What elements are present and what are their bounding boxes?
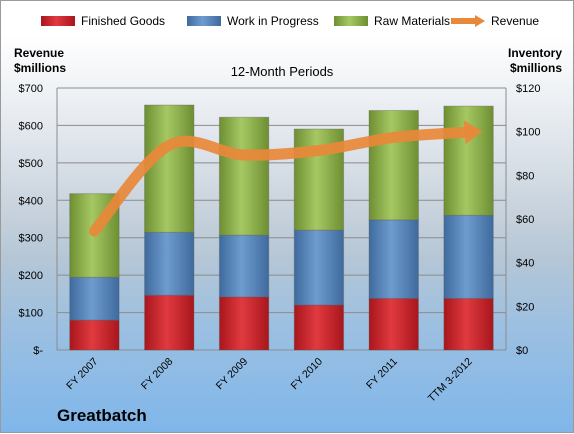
left-tick-label: $700 bbox=[19, 83, 43, 95]
right-tick-label: $40 bbox=[516, 258, 534, 270]
right-tick-label: $60 bbox=[516, 214, 534, 226]
left-tick-label: $200 bbox=[19, 270, 43, 282]
right-tick-label: $20 bbox=[516, 301, 534, 313]
bar-work-in-progress bbox=[293, 229, 345, 306]
legend-label: Raw Materials bbox=[374, 14, 450, 28]
bar-raw-materials bbox=[443, 105, 494, 216]
legend-swatch-work-in-progress bbox=[187, 16, 221, 26]
bars bbox=[69, 104, 494, 351]
bar-finished-goods bbox=[144, 294, 195, 351]
bar-finished-goods bbox=[218, 296, 270, 351]
left-axis-label-line1: Revenue bbox=[14, 46, 64, 60]
bar-finished-goods bbox=[443, 297, 494, 351]
legend-swatch-raw-materials bbox=[334, 16, 368, 26]
left-tick-label: $- bbox=[33, 345, 43, 357]
revenue-line bbox=[88, 120, 483, 237]
category-label: FY 2010 bbox=[289, 356, 326, 393]
legend-label: Finished Goods bbox=[81, 14, 165, 28]
company-name: Greatbatch bbox=[57, 406, 147, 425]
right-axis-label-line2: $millions bbox=[510, 61, 562, 75]
legend-label: Revenue bbox=[491, 14, 539, 28]
bar-raw-materials bbox=[218, 116, 270, 236]
right-tick-label: $120 bbox=[516, 83, 540, 95]
gridlines bbox=[56, 87, 507, 351]
left-tick-label: $600 bbox=[19, 120, 43, 132]
left-tick-label: $100 bbox=[19, 308, 43, 320]
bar-work-in-progress bbox=[144, 231, 195, 296]
revenue-arrowhead bbox=[463, 120, 483, 145]
legend-arrowhead bbox=[475, 15, 485, 27]
category-label: FY 2008 bbox=[139, 356, 176, 393]
category-label: FY 2007 bbox=[64, 356, 101, 393]
bar-raw-materials bbox=[368, 109, 419, 221]
category-label: TTM 3-2012 bbox=[426, 356, 475, 405]
right-tick-label: $0 bbox=[516, 345, 528, 357]
bar-raw-materials bbox=[144, 104, 195, 233]
bar-finished-goods bbox=[293, 304, 345, 351]
chart-title: 12-Month Periods bbox=[231, 64, 334, 79]
category-label: FY 2009 bbox=[214, 356, 251, 393]
left-tick-label: $400 bbox=[19, 195, 43, 207]
bar-work-in-progress bbox=[368, 219, 419, 299]
right-axis-label-line1: Inventory bbox=[508, 46, 562, 60]
legend-label: Work in Progress bbox=[227, 14, 319, 28]
legend-swatch-finished-goods bbox=[41, 16, 75, 26]
bar-finished-goods bbox=[368, 297, 419, 351]
bar-work-in-progress bbox=[69, 276, 120, 321]
bar-work-in-progress bbox=[443, 214, 494, 299]
right-tick-label: $100 bbox=[516, 127, 540, 139]
legend: Finished Goods Work in Progress Raw Materi… bbox=[41, 14, 539, 28]
bar-finished-goods bbox=[69, 319, 120, 351]
category-label: FY 2011 bbox=[364, 356, 400, 392]
left-axis-label-line2: $millions bbox=[14, 61, 66, 75]
right-tick-label: $80 bbox=[516, 170, 534, 182]
revenue-line-path bbox=[88, 126, 475, 237]
left-tick-label: $500 bbox=[19, 158, 43, 170]
bar-work-in-progress bbox=[218, 234, 270, 298]
left-tick-label: $300 bbox=[19, 233, 43, 245]
